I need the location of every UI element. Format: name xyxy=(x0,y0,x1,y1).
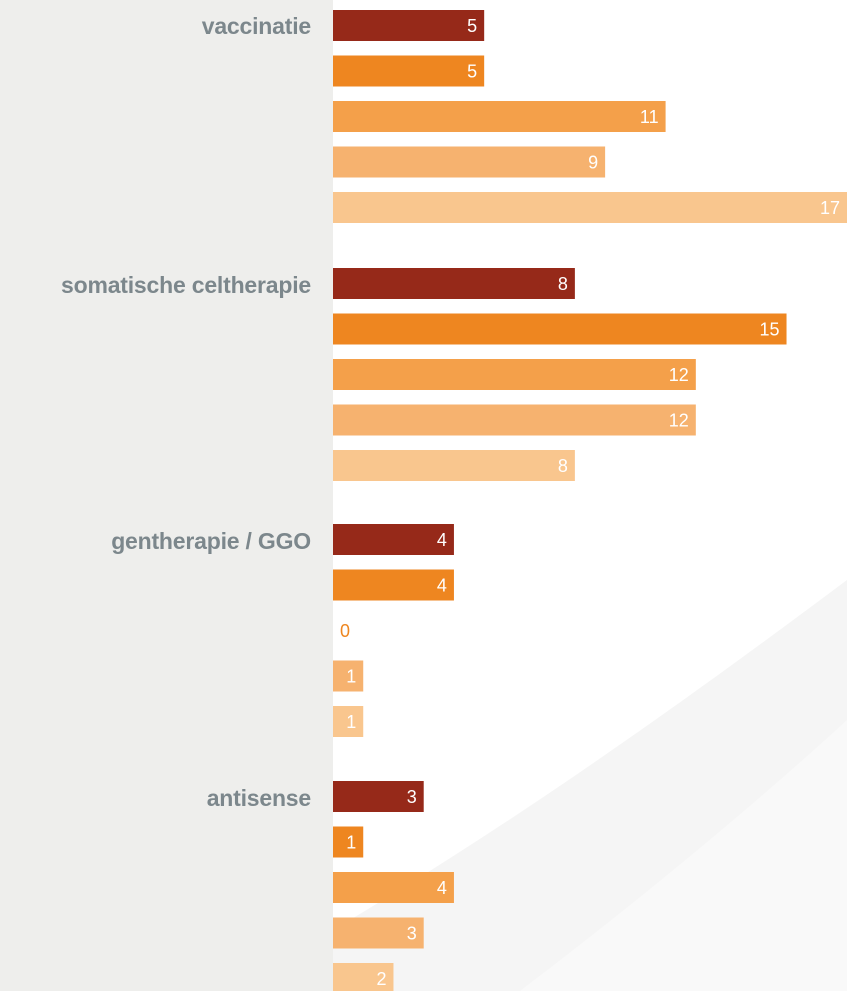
bar-somatische-celtherapie-2 xyxy=(333,313,787,345)
value-label-somatische-celtherapie-1: 8 xyxy=(558,274,568,294)
category-label-panel: vaccinatie somatische celtherapie genthe… xyxy=(0,0,333,991)
value-label-gentherapie-ggo-3: 0 xyxy=(340,621,350,641)
value-label-gentherapie-ggo-4: 1 xyxy=(346,667,356,687)
bar-vaccinatie-5 xyxy=(333,192,847,223)
value-label-vaccinatie-1: 5 xyxy=(467,16,477,36)
value-label-vaccinatie-5: 17 xyxy=(820,198,840,218)
value-label-antisense-5: 2 xyxy=(376,969,386,989)
value-label-vaccinatie-4: 9 xyxy=(588,153,598,173)
category-label-vaccinatie: vaccinatie xyxy=(201,13,311,39)
value-label-gentherapie-ggo-1: 4 xyxy=(437,530,447,550)
background-swoosh-light xyxy=(520,720,847,991)
bar-antisense-4 xyxy=(333,917,424,949)
bar-antisense-2 xyxy=(333,826,364,858)
bar-vaccinatie-2 xyxy=(333,55,485,87)
bar-antisense-1 xyxy=(333,781,424,812)
bar-somatische-celtherapie-5 xyxy=(333,450,575,481)
bar-vaccinatie-1 xyxy=(333,10,485,41)
value-label-gentherapie-ggo-5: 1 xyxy=(346,712,356,732)
value-label-somatische-celtherapie-3: 12 xyxy=(669,365,689,385)
category-label-antisense: antisense xyxy=(206,785,312,811)
value-label-somatische-celtherapie-4: 12 xyxy=(669,411,689,431)
value-label-vaccinatie-2: 5 xyxy=(467,62,477,82)
bar-antisense-5 xyxy=(333,963,394,991)
value-label-antisense-1: 3 xyxy=(407,787,417,807)
value-label-vaccinatie-3: 11 xyxy=(640,107,659,127)
value-label-antisense-3: 4 xyxy=(437,878,447,898)
bar-antisense-3 xyxy=(333,872,454,903)
bar-gentherapie-ggo-1 xyxy=(333,524,454,555)
bar-somatische-celtherapie-4 xyxy=(333,404,696,436)
bar-vaccinatie-4 xyxy=(333,146,606,178)
bar-vaccinatie-3 xyxy=(333,101,666,132)
category-label-gentherapie-ggo: gentherapie / GGO xyxy=(111,528,311,554)
bar-gentherapie-ggo-2 xyxy=(333,569,454,601)
bar-somatische-celtherapie-3 xyxy=(333,359,696,390)
value-label-somatische-celtherapie-2: 15 xyxy=(759,320,779,340)
bar-gentherapie-ggo-4 xyxy=(333,660,364,692)
value-label-gentherapie-ggo-2: 4 xyxy=(437,576,447,596)
value-label-somatische-celtherapie-5: 8 xyxy=(558,456,568,476)
value-label-antisense-4: 3 xyxy=(407,924,417,944)
category-label-somatische-celtherapie: somatische celtherapie xyxy=(61,272,311,298)
bar-gentherapie-ggo-5 xyxy=(333,706,364,737)
bar-somatische-celtherapie-1 xyxy=(333,268,575,299)
value-label-antisense-2: 1 xyxy=(346,833,356,853)
